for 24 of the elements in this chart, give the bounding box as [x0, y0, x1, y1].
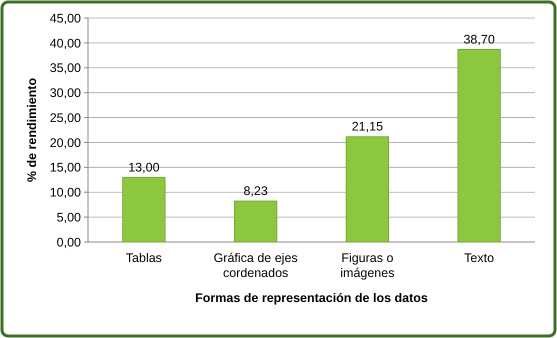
y-axis-title: % de rendimiento: [25, 78, 39, 182]
bar: [234, 200, 278, 242]
x-axis-title: Formas de representación de los datos: [195, 291, 428, 305]
y-tick-label: 30,00: [50, 86, 82, 100]
y-tick-label: 5,00: [56, 210, 82, 224]
x-tick-label: Tablas: [126, 251, 162, 265]
bar: [346, 136, 390, 242]
y-tick-label: 10,00: [50, 186, 82, 200]
data-label: 8,23: [243, 184, 268, 198]
y-tick-label: 20,00: [50, 136, 82, 150]
y-tick-label: 0,00: [56, 235, 82, 250]
y-tick-label: 35,00: [50, 61, 82, 76]
y-tick-label: 15,00: [50, 160, 82, 175]
x-tick-label: Texto: [464, 251, 494, 265]
x-tick-label: Figuras o imágenes: [340, 251, 394, 280]
x-tick-label: Gráfica de ejes cordenados: [214, 251, 298, 280]
y-tick-label: 40,00: [50, 36, 82, 50]
bar: [457, 48, 501, 242]
data-label: 13,00: [128, 160, 160, 174]
data-label: 38,70: [463, 32, 495, 46]
bar: [122, 176, 166, 242]
y-tick-label: 25,00: [50, 110, 82, 125]
data-label: 21,15: [352, 120, 384, 134]
y-tick-label: 45,00: [50, 11, 82, 26]
